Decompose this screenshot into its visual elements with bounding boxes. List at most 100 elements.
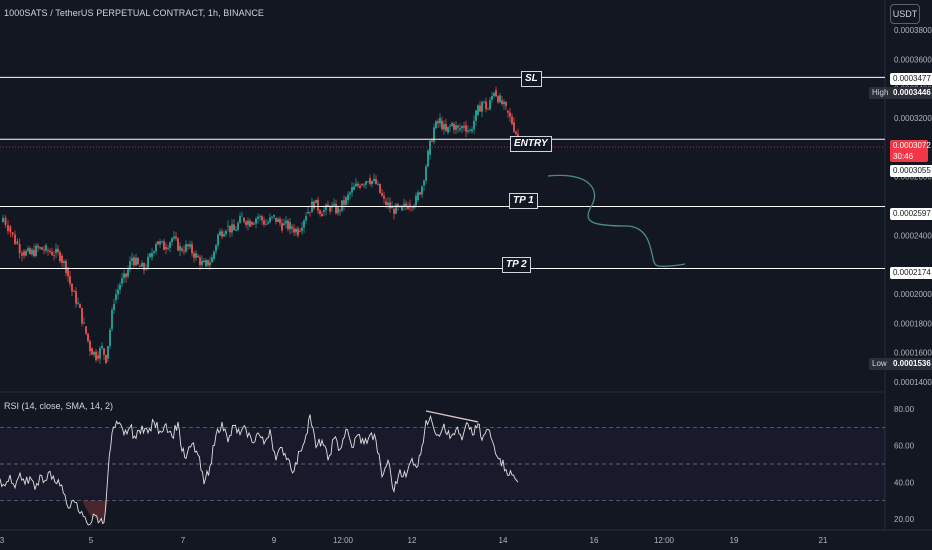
rsi-oversold-fill bbox=[82, 500, 108, 523]
candle-body bbox=[183, 250, 185, 252]
candle-body bbox=[469, 129, 471, 131]
candle-body bbox=[47, 250, 49, 251]
candle-body bbox=[319, 210, 321, 214]
candle-body bbox=[377, 183, 379, 185]
sl-annotation[interactable]: SL bbox=[521, 71, 542, 87]
candle-body bbox=[177, 238, 179, 251]
candle-body bbox=[285, 220, 287, 224]
candle-body bbox=[205, 260, 207, 267]
candle-body bbox=[313, 201, 315, 209]
time-tick-label: 14 bbox=[499, 536, 508, 545]
candle-body bbox=[481, 102, 483, 112]
candle-body bbox=[441, 120, 443, 130]
candle-body bbox=[345, 197, 347, 205]
candle-body bbox=[263, 220, 265, 225]
candle-body bbox=[179, 246, 181, 251]
candle-body bbox=[259, 216, 261, 218]
candle-body bbox=[335, 203, 337, 214]
price-tick-label: 0.0002400 bbox=[894, 231, 932, 240]
candle-body bbox=[83, 322, 85, 324]
candle-body bbox=[149, 253, 151, 257]
candle-body bbox=[339, 210, 341, 212]
price-tick-label: 0.0001800 bbox=[894, 319, 932, 328]
candle-body bbox=[253, 223, 255, 225]
sl-price-tag: 0.0003477 bbox=[890, 73, 932, 85]
tp2-price-tag: 0.0002174 bbox=[890, 267, 932, 279]
candle-body bbox=[487, 109, 489, 110]
candle-body bbox=[111, 310, 113, 330]
candle-body bbox=[299, 230, 301, 232]
candle-body bbox=[185, 244, 187, 252]
candle-body bbox=[347, 194, 349, 201]
candle-body bbox=[389, 202, 391, 209]
projection-curve bbox=[547, 174, 686, 267]
candle-body bbox=[16, 241, 19, 244]
candle-body bbox=[45, 244, 47, 251]
candle-body bbox=[267, 222, 269, 224]
candle-body bbox=[355, 183, 357, 187]
candle-body bbox=[475, 110, 477, 121]
price-tick-label: 0.0003200 bbox=[894, 114, 932, 123]
candle-body bbox=[85, 326, 87, 334]
candle-body bbox=[157, 241, 159, 245]
candle-body bbox=[303, 220, 305, 228]
candle-body bbox=[251, 222, 253, 225]
candle-body bbox=[147, 256, 149, 269]
candle-body bbox=[141, 263, 143, 267]
candle-body bbox=[465, 125, 467, 132]
candle-body bbox=[233, 224, 235, 231]
candle-body bbox=[395, 204, 397, 214]
candle-body bbox=[223, 234, 225, 237]
candle-body bbox=[453, 123, 455, 130]
candle-body bbox=[357, 183, 359, 186]
candle-body bbox=[55, 248, 57, 253]
candle-body bbox=[391, 206, 393, 209]
candle-body bbox=[275, 217, 277, 222]
time-tick-label: 12:00 bbox=[654, 536, 675, 545]
candle-body bbox=[255, 218, 257, 224]
candle-body bbox=[11, 232, 14, 235]
candle-body bbox=[121, 278, 123, 284]
candle-body bbox=[397, 204, 399, 207]
candle-body bbox=[43, 249, 45, 251]
candle-body bbox=[429, 140, 431, 155]
candle-body bbox=[379, 183, 381, 193]
candle-body bbox=[295, 228, 297, 233]
candle-body bbox=[165, 247, 167, 249]
rsi-indicator-label[interactable]: RSI (14, close, SMA, 14, 2) bbox=[4, 401, 114, 411]
rsi-line bbox=[0, 414, 519, 526]
currency-button[interactable]: USDT bbox=[890, 4, 920, 24]
candle-body bbox=[371, 180, 373, 185]
candle-body bbox=[231, 224, 233, 233]
price-tick-label: 0.0002800 bbox=[894, 173, 932, 182]
tp2-annotation[interactable]: TP 2 bbox=[502, 257, 531, 273]
candle-body bbox=[407, 206, 409, 209]
candle-body bbox=[173, 236, 175, 239]
candle-body bbox=[73, 291, 75, 292]
candle-body bbox=[27, 248, 29, 252]
candle-body bbox=[245, 221, 247, 225]
candle-body bbox=[439, 118, 441, 124]
candle-body bbox=[431, 140, 433, 142]
entry-annotation[interactable]: ENTRY bbox=[510, 136, 552, 152]
time-axis[interactable]: 3 5 7 9 12:00 12 14 16 12:00 19 21 bbox=[0, 536, 828, 545]
candle-body bbox=[503, 101, 505, 105]
high-label: High bbox=[869, 87, 892, 99]
candle-body bbox=[155, 243, 157, 252]
entry-price-tag: 0.0003055 bbox=[890, 165, 932, 177]
candle-body bbox=[297, 228, 299, 236]
tp1-annotation[interactable]: TP 1 bbox=[509, 193, 538, 209]
trade-levels bbox=[0, 76, 885, 269]
rsi-tick-label: 60.00 bbox=[894, 442, 915, 451]
candle-body bbox=[443, 124, 445, 130]
candle-body bbox=[271, 216, 273, 218]
candle-body bbox=[211, 257, 213, 263]
candle-body bbox=[101, 345, 103, 349]
candle-body bbox=[393, 208, 395, 214]
candle-body bbox=[417, 192, 419, 201]
candle-body bbox=[18, 243, 21, 253]
candle-body bbox=[373, 178, 375, 181]
candle-body bbox=[167, 247, 169, 249]
candle-body bbox=[333, 203, 335, 206]
candle-body bbox=[517, 133, 519, 137]
